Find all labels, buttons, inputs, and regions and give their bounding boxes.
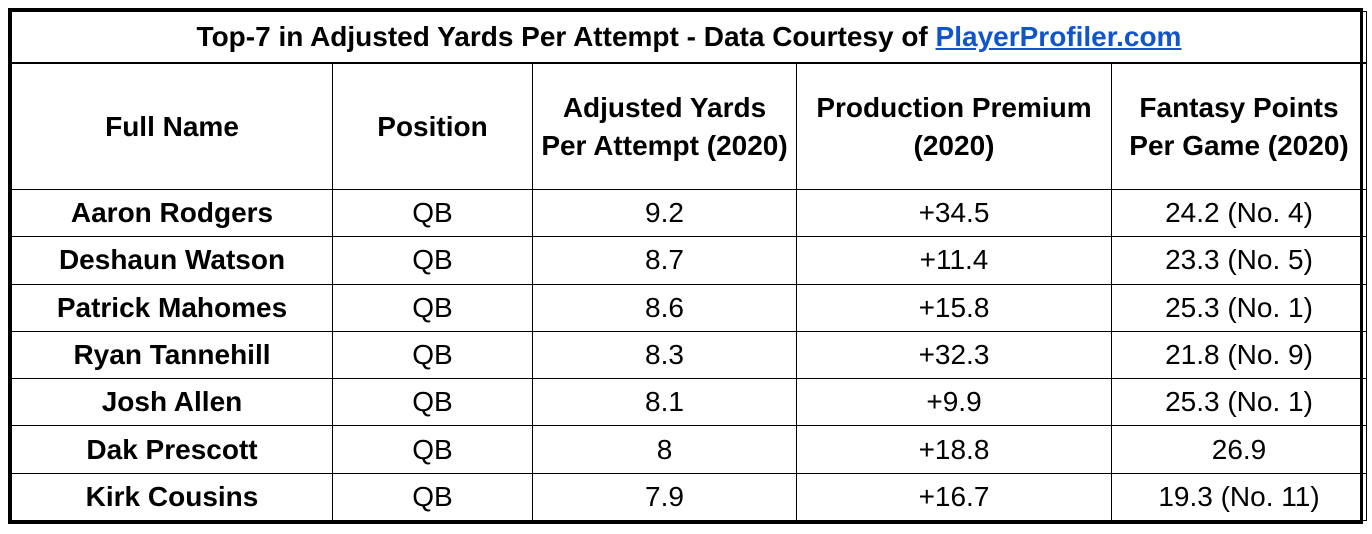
- cell-full-name: Kirk Cousins: [11, 472, 333, 522]
- cell-fantasy-points: 21.8 (No. 9): [1111, 330, 1367, 380]
- cell-fantasy-points: 23.3 (No. 5): [1111, 236, 1367, 285]
- cell-aypa: 7.9: [532, 472, 797, 522]
- table-title-text: Top-7 in Adjusted Yards Per Attempt - Da…: [196, 21, 928, 52]
- data-table-container: Top-7 in Adjusted Yards Per Attempt - Da…: [8, 8, 1367, 524]
- table-row: Kirk Cousins QB 7.9 +16.7 19.3 (No. 11): [11, 472, 1367, 522]
- cell-aypa: 9.2: [532, 188, 797, 238]
- cell-fantasy-points: 25.3 (No. 1): [1111, 283, 1367, 332]
- cell-fantasy-points: 26.9: [1111, 425, 1367, 474]
- column-header-production-premium: Production Premium (2020): [796, 62, 1112, 190]
- table-row: Aaron Rodgers QB 9.2 +34.5 24.2 (No. 4): [11, 188, 1367, 238]
- cell-full-name: Dak Prescott: [11, 425, 333, 474]
- table-body: Aaron Rodgers QB 9.2 +34.5 24.2 (No. 4) Desha…: [11, 188, 1367, 522]
- cell-aypa: 8.6: [532, 283, 797, 332]
- cell-full-name: Deshaun Watson: [11, 236, 333, 285]
- cell-production-premium: +9.9: [796, 378, 1112, 427]
- cell-position: QB: [332, 330, 533, 380]
- cell-full-name: Aaron Rodgers: [11, 188, 333, 238]
- table-row: Deshaun Watson QB 8.7 +11.4 23.3 (No. 5): [11, 236, 1367, 285]
- table-row: Josh Allen QB 8.1 +9.9 25.3 (No. 1): [11, 378, 1367, 427]
- column-header-aypa: Adjusted Yards Per Attempt (2020): [532, 62, 797, 190]
- cell-position: QB: [332, 425, 533, 474]
- cell-production-premium: +18.8: [796, 425, 1112, 474]
- table-row: Patrick Mahomes QB 8.6 +15.8 25.3 (No. 1): [11, 283, 1367, 332]
- cell-position: QB: [332, 378, 533, 427]
- cell-fantasy-points: 25.3 (No. 1): [1111, 378, 1367, 427]
- cell-aypa: 8.1: [532, 378, 797, 427]
- cell-full-name: Patrick Mahomes: [11, 283, 333, 332]
- cell-full-name: Josh Allen: [11, 378, 333, 427]
- cell-production-premium: +15.8: [796, 283, 1112, 332]
- cell-production-premium: +16.7: [796, 472, 1112, 522]
- table-title: Top-7 in Adjusted Yards Per Attempt - Da…: [11, 11, 1367, 64]
- cell-full-name: Ryan Tannehill: [11, 330, 333, 380]
- column-header-fantasy-points: Fantasy Points Per Game (2020): [1111, 62, 1367, 190]
- cell-aypa: 8.3: [532, 330, 797, 380]
- cell-position: QB: [332, 472, 533, 522]
- cell-production-premium: +34.5: [796, 188, 1112, 238]
- title-row: Top-7 in Adjusted Yards Per Attempt - Da…: [11, 11, 1367, 64]
- column-header-position: Position: [332, 62, 533, 190]
- cell-production-premium: +32.3: [796, 330, 1112, 380]
- cell-position: QB: [332, 283, 533, 332]
- cell-aypa: 8.7: [532, 236, 797, 285]
- cell-fantasy-points: 19.3 (No. 11): [1111, 472, 1367, 522]
- cell-position: QB: [332, 236, 533, 285]
- cell-fantasy-points: 24.2 (No. 4): [1111, 188, 1367, 238]
- header-row: Full Name Position Adjusted Yards Per At…: [11, 62, 1367, 190]
- column-header-full-name: Full Name: [11, 62, 333, 190]
- playerprofiler-link[interactable]: PlayerProfiler.com: [935, 21, 1182, 52]
- cell-aypa: 8: [532, 425, 797, 474]
- table-row: Ryan Tannehill QB 8.3 +32.3 21.8 (No. 9): [11, 330, 1367, 380]
- cell-position: QB: [332, 188, 533, 238]
- aypa-table: Top-7 in Adjusted Yards Per Attempt - Da…: [11, 11, 1367, 522]
- table-row: Dak Prescott QB 8 +18.8 26.9: [11, 425, 1367, 474]
- cell-production-premium: +11.4: [796, 236, 1112, 285]
